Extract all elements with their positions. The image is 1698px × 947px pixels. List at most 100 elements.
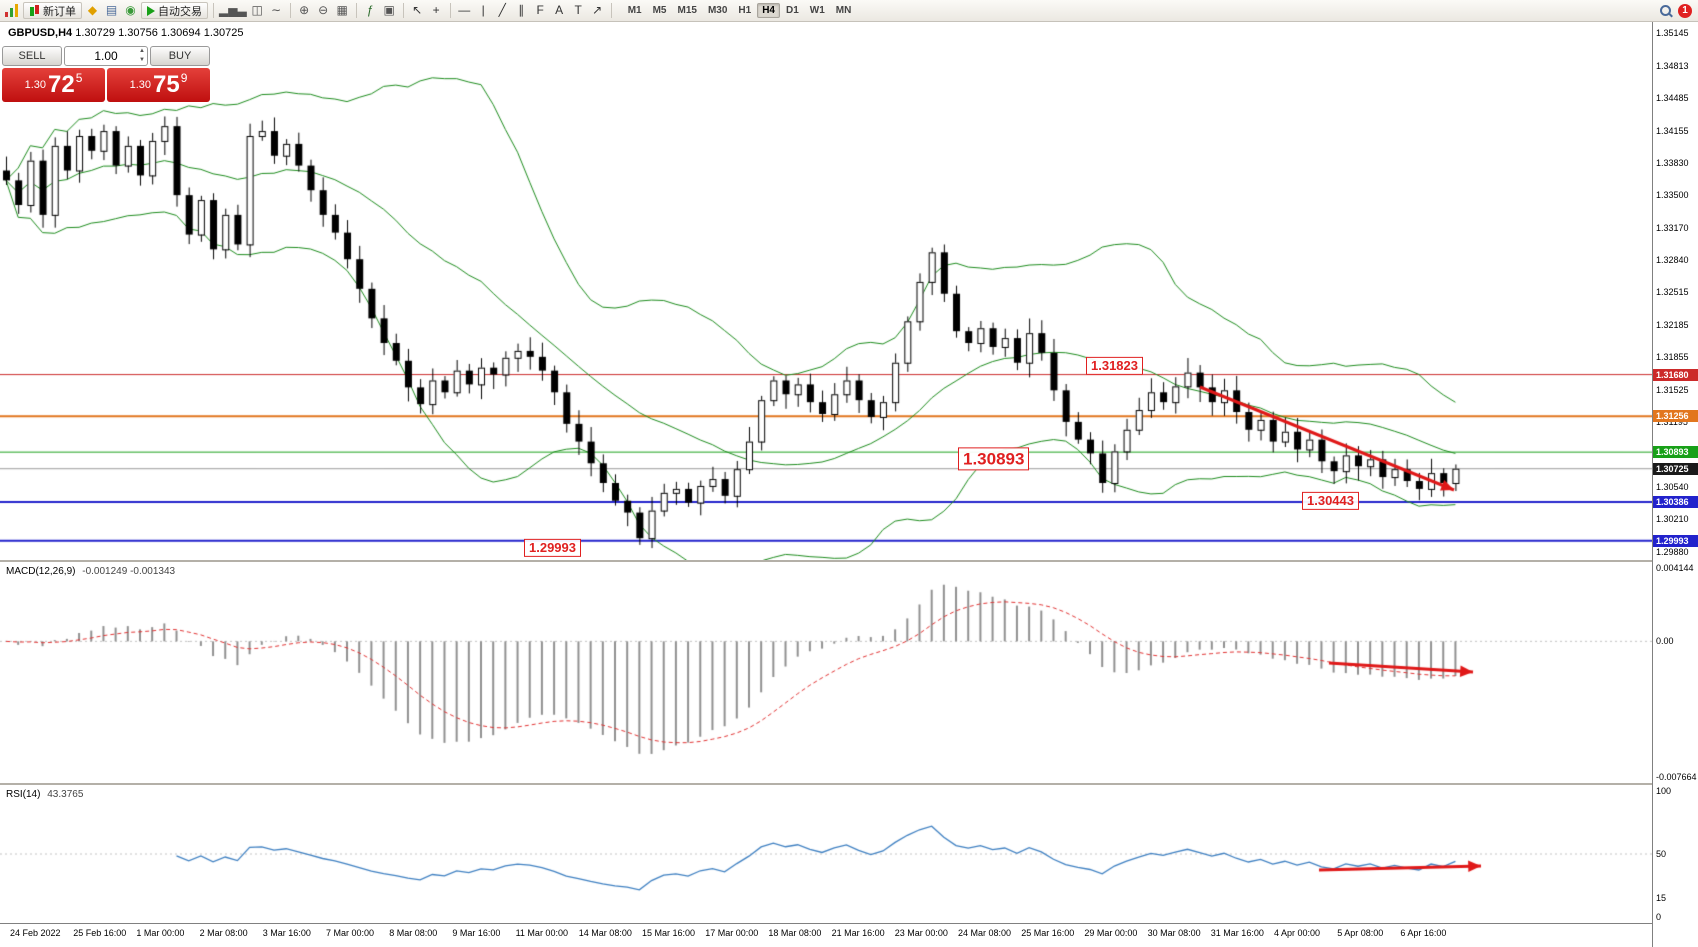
macd-axis-label: 0.00 <box>1656 636 1674 647</box>
price-axis-label: 1.32185 <box>1656 319 1689 330</box>
mt4-app-icon <box>4 3 21 18</box>
buy-price-button[interactable]: 1.30 75 9 <box>107 68 210 102</box>
sell-label-button[interactable]: SELL <box>2 46 62 66</box>
line-chart-icon[interactable]: ∼ <box>271 3 282 17</box>
sell-price-small: 1.30 <box>24 79 47 91</box>
bar-chart-icon[interactable]: ▂▅▃ <box>219 3 247 17</box>
crosshair-icon[interactable]: + <box>432 3 440 17</box>
search-icon[interactable] <box>1659 4 1673 18</box>
timeframe-mn[interactable]: MN <box>835 5 852 16</box>
toolbar: 新订单 ◆ ▤ ◉ 自动交易 ▂▅▃ ◫ ∼ ⊕ ⊖ ▦ ƒ ▣ ↖ + — | ╱ ∥ F A T ↗ M1 M5 M15 M30… <box>0 0 1698 22</box>
vertical-line-icon[interactable]: | <box>481 3 485 17</box>
auto-trading-button[interactable]: 自动交易 <box>141 2 208 19</box>
price-callout-1.30893[interactable]: 1.30893 <box>958 447 1030 471</box>
price-axis-label: 1.34155 <box>1656 125 1689 136</box>
time-axis-label: 15 Mar 16:00 <box>642 928 696 938</box>
time-axis-label: 9 Mar 16:00 <box>452 928 501 938</box>
templates-icon[interactable]: ▣ <box>383 3 395 17</box>
timeframe-w1[interactable]: W1 <box>809 5 825 16</box>
fibonacci-icon[interactable]: F <box>536 3 544 17</box>
price-axis-label: 1.33500 <box>1656 190 1689 201</box>
time-axis[interactable]: 24 Feb 2022 25 Feb 16:00 1 Mar 00:00 2 Mar … <box>0 923 1652 947</box>
macd-values: -0.001249 -0.001343 <box>82 566 176 577</box>
price-tag-1.30725: 1.30725 <box>1653 462 1698 475</box>
toolbar-separator <box>355 3 357 18</box>
rsi-panel-canvas[interactable] <box>0 785 1652 923</box>
indicators-icon[interactable]: ƒ <box>366 3 374 17</box>
macd-axis-label: -0.007664 <box>1656 772 1697 782</box>
time-axis-label: 5 Apr 08:00 <box>1337 928 1384 938</box>
time-axis-label: 18 Mar 08:00 <box>768 928 822 938</box>
lot-size-input[interactable]: 1.00 ▲ ▼ <box>64 46 148 66</box>
lot-increase-button[interactable]: ▲ <box>139 48 145 54</box>
price-axis-label: 1.34813 <box>1656 60 1689 71</box>
price-tag-1.30893: 1.30893 <box>1653 446 1698 459</box>
tile-windows-icon[interactable]: ▦ <box>336 3 348 17</box>
time-axis-label: 31 Mar 16:00 <box>1210 928 1264 938</box>
time-axis-label: 21 Mar 16:00 <box>831 928 885 938</box>
toolbar-right-cluster: 1 <box>1659 3 1694 18</box>
channel-icon[interactable]: ∥ <box>518 3 525 17</box>
trendline-icon[interactable]: ╱ <box>498 3 506 17</box>
rsi-name: RSI(14) <box>6 789 41 800</box>
timeframe-d1[interactable]: D1 <box>786 5 799 16</box>
price-callout-1.31823[interactable]: 1.31823 <box>1086 356 1143 376</box>
price-axis-label: 1.30210 <box>1656 514 1689 525</box>
buy-price-big: 75 <box>153 71 180 98</box>
timeframe-m1[interactable]: M1 <box>627 5 642 16</box>
timeframe-m15[interactable]: M15 <box>677 5 697 16</box>
rsi-axis-label: 100 <box>1656 786 1672 796</box>
timeframe-h1[interactable]: H1 <box>738 5 752 16</box>
timeframe-h4[interactable]: H4 <box>757 3 780 18</box>
time-axis-label: 23 Mar 00:00 <box>894 928 948 938</box>
toolbar-separator <box>213 3 214 18</box>
price-callout-1.30443[interactable]: 1.30443 <box>1302 491 1359 511</box>
horizontal-line-icon[interactable]: — <box>458 3 471 17</box>
time-axis-label: 24 Feb 2022 <box>10 928 61 938</box>
cursor-icon[interactable]: ↖ <box>412 3 423 17</box>
panel-separator-rsi[interactable] <box>0 783 1698 785</box>
price-tag-1.31680: 1.31680 <box>1653 368 1698 381</box>
navigator-icon[interactable]: ◉ <box>125 3 136 17</box>
arrows-icon[interactable]: ↗ <box>592 3 603 17</box>
macd-panel-canvas[interactable] <box>0 562 1652 783</box>
price-tag-1.31256: 1.31256 <box>1653 410 1698 423</box>
price-axis[interactable]: 1.35145 1.34813 1.34485 1.34155 1.33830 1.335… <box>1652 22 1698 947</box>
rsi-axis-label: 15 <box>1656 893 1667 904</box>
panel-separator-macd[interactable] <box>0 560 1698 562</box>
lot-size-value: 1.00 <box>94 49 118 63</box>
time-axis-label: 29 Mar 00:00 <box>1084 928 1138 938</box>
time-axis-label: 3 Mar 16:00 <box>262 928 311 938</box>
zoom-in-icon[interactable]: ⊕ <box>299 3 310 17</box>
price-callout-1.29993[interactable]: 1.29993 <box>524 538 581 558</box>
buy-label-button[interactable]: BUY <box>150 46 210 66</box>
new-order-button[interactable]: 新订单 <box>23 2 82 19</box>
data-window-icon[interactable]: ▤ <box>105 3 118 17</box>
timeframe-m30[interactable]: M30 <box>707 5 728 16</box>
toolbar-separator <box>610 3 612 18</box>
main-chart-canvas[interactable] <box>0 22 1652 560</box>
time-axis-label: 30 Mar 08:00 <box>1147 928 1201 938</box>
timeframe-m5[interactable]: M5 <box>652 5 667 16</box>
candle-pair-icon <box>29 4 40 17</box>
price-axis-label: 1.34485 <box>1656 93 1689 104</box>
label-icon[interactable]: T <box>574 3 582 17</box>
time-axis-label: 17 Mar 00:00 <box>705 928 759 938</box>
price-axis-label: 1.35145 <box>1656 28 1689 38</box>
lot-decrease-button[interactable]: ▼ <box>139 57 145 63</box>
price-axis-label: 1.31855 <box>1656 352 1689 363</box>
zoom-out-icon[interactable]: ⊖ <box>318 3 329 17</box>
notification-badge[interactable]: 1 <box>1678 3 1692 18</box>
rsi-indicator-label: RSI(14) 43.3765 <box>6 789 83 800</box>
market-watch-icon[interactable]: ◆ <box>87 3 98 17</box>
time-axis-label: 24 Mar 08:00 <box>958 928 1012 938</box>
one-click-trading-panel: SELL 1.00 ▲ ▼ BUY 1.30 72 5 1.30 75 9 <box>2 46 210 102</box>
toolbar-separator <box>449 3 451 18</box>
text-icon[interactable]: A <box>555 3 564 17</box>
candlestick-chart-icon[interactable]: ◫ <box>251 3 263 17</box>
sell-price-button[interactable]: 1.30 72 5 <box>2 68 105 102</box>
sell-price-big: 72 <box>48 71 75 98</box>
price-axis-label: 1.32840 <box>1656 255 1689 266</box>
time-axis-label: 7 Mar 00:00 <box>326 928 375 938</box>
macd-name: MACD(12,26,9) <box>6 566 76 577</box>
